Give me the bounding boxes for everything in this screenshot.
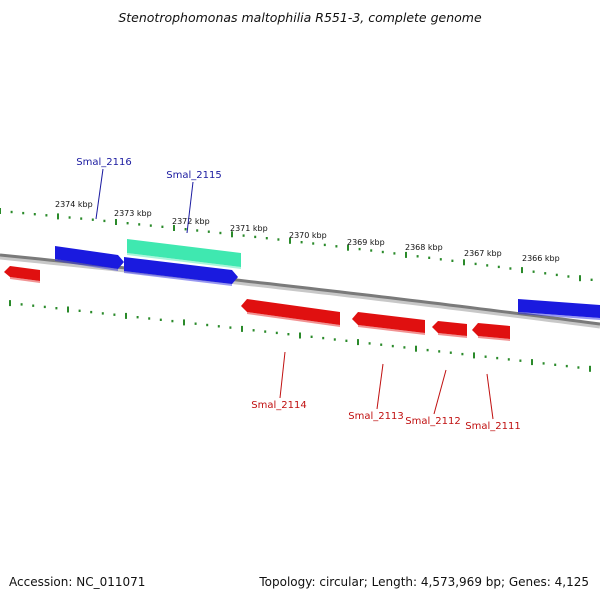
- ruler-label: 2368 kbp: [405, 243, 443, 252]
- outer-tick-track: [0, 208, 593, 282]
- gene-leader-line: [186, 181, 194, 234]
- reverse-gene-unlabeled[interactable]: [4, 266, 40, 281]
- gene-arrow-smal-2111[interactable]: [472, 323, 510, 339]
- gene-arrow-smal-2116[interactable]: [55, 246, 124, 269]
- gene-arrow-shadow: [55, 259, 118, 271]
- ruler-labels: 2374 kbp 2373 kbp 2372 kbp 2371 kbp 2370 kbp…: [55, 200, 560, 263]
- gene-arrow-shadow: [127, 253, 241, 269]
- gene-label[interactable]: Smal_2116: [76, 157, 131, 168]
- gene-arrow-shadow: [247, 312, 340, 327]
- gene-leader-line: [433, 369, 447, 415]
- gene-arrow-smal-2114[interactable]: [241, 299, 340, 325]
- gene-label[interactable]: Smal_2113: [348, 411, 403, 422]
- ruler-label: 2370 kbp: [289, 231, 327, 240]
- gene-arrow-smal-2115[interactable]: [127, 239, 241, 267]
- ruler-label: 2373 kbp: [114, 209, 152, 218]
- gene-leader-line: [376, 363, 384, 410]
- inner-tick-track: [9, 300, 591, 372]
- genome-backbone-shadow: [0, 254, 600, 329]
- gene-leader-line: [95, 168, 104, 220]
- gene-features: [4, 239, 600, 341]
- ruler-label: 2372 kbp: [172, 217, 210, 226]
- gene-arrow-shadow: [478, 336, 510, 341]
- forward-gene-unlabeled[interactable]: [518, 299, 600, 318]
- genome-summary-text: Topology: circular; Length: 4,573,969 bp…: [259, 575, 589, 589]
- gene-label[interactable]: Smal_2112: [405, 416, 460, 427]
- gene-arrow-shadow: [358, 325, 425, 335]
- gene-label[interactable]: Smal_2111: [465, 421, 520, 432]
- gene-arrow-smal-2112[interactable]: [432, 321, 467, 336]
- ruler-label: 2374 kbp: [55, 200, 93, 209]
- gene-arrow-shadow: [124, 271, 232, 286]
- ruler-label: 2366 kbp: [522, 254, 560, 263]
- gene-label[interactable]: Smal_2115: [166, 170, 221, 181]
- ruler-label: 2369 kbp: [347, 238, 385, 247]
- ruler-label: 2371 kbp: [230, 224, 268, 233]
- gene-arrow-shadow: [438, 333, 467, 338]
- gene-arrow-shadow: [518, 312, 600, 320]
- accession-text: Accession: NC_011071: [9, 575, 146, 589]
- gene-leader-line: [486, 373, 494, 420]
- gene-leader-line: [279, 351, 286, 399]
- gene-label[interactable]: Smal_2114: [251, 400, 306, 411]
- forward-gene-unlabeled[interactable]: [124, 257, 238, 284]
- gene-arrow-smal-2113[interactable]: [352, 312, 425, 333]
- map-title: Stenotrophomonas maltophilia R551-3, com…: [118, 10, 482, 25]
- ruler-label: 2367 kbp: [464, 249, 502, 258]
- gene-arrow-shadow: [10, 277, 40, 283]
